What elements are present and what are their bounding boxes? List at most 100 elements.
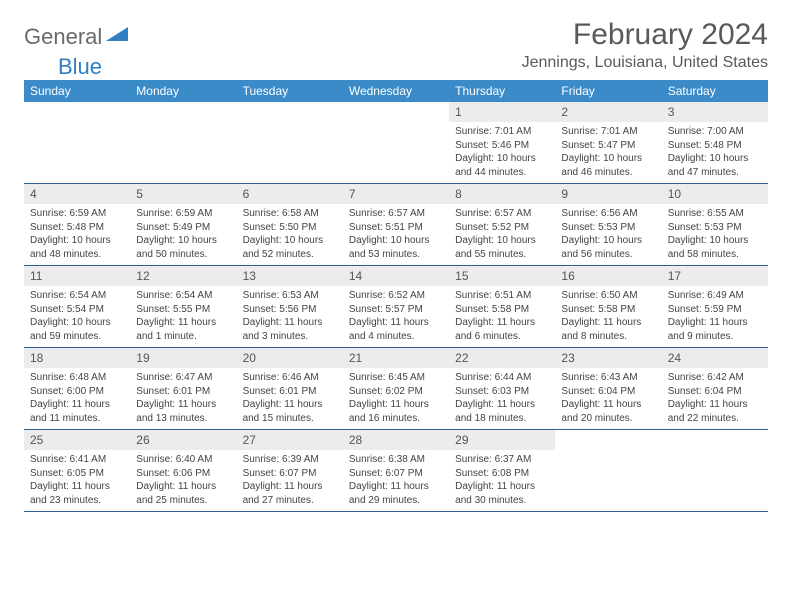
day-info: Sunrise: 6:58 AMSunset: 5:50 PMDaylight:… <box>237 204 343 265</box>
day-info: Sunrise: 6:41 AMSunset: 6:05 PMDaylight:… <box>24 450 130 511</box>
logo-triangle-icon <box>106 27 128 48</box>
day-number: 2 <box>555 102 661 122</box>
logo: General <box>24 24 130 50</box>
day-cell: 21Sunrise: 6:45 AMSunset: 6:02 PMDayligh… <box>343 348 449 429</box>
day-number: 8 <box>449 184 555 204</box>
day-cell <box>24 102 130 183</box>
day-cell: 28Sunrise: 6:38 AMSunset: 6:07 PMDayligh… <box>343 430 449 511</box>
day-cell: 14Sunrise: 6:52 AMSunset: 5:57 PMDayligh… <box>343 266 449 347</box>
weekday-header: Saturday <box>662 80 768 102</box>
day-info: Sunrise: 6:53 AMSunset: 5:56 PMDaylight:… <box>237 286 343 347</box>
day-info: Sunrise: 6:39 AMSunset: 6:07 PMDaylight:… <box>237 450 343 511</box>
weeks-container: 1Sunrise: 7:01 AMSunset: 5:46 PMDaylight… <box>24 102 768 512</box>
month-title: February 2024 <box>522 18 768 52</box>
day-info: Sunrise: 6:40 AMSunset: 6:06 PMDaylight:… <box>130 450 236 511</box>
day-cell: 19Sunrise: 6:47 AMSunset: 6:01 PMDayligh… <box>130 348 236 429</box>
day-cell: 9Sunrise: 6:56 AMSunset: 5:53 PMDaylight… <box>555 184 661 265</box>
weekday-header: Monday <box>130 80 236 102</box>
day-cell: 25Sunrise: 6:41 AMSunset: 6:05 PMDayligh… <box>24 430 130 511</box>
day-cell: 7Sunrise: 6:57 AMSunset: 5:51 PMDaylight… <box>343 184 449 265</box>
day-cell: 10Sunrise: 6:55 AMSunset: 5:53 PMDayligh… <box>662 184 768 265</box>
day-number: 27 <box>237 430 343 450</box>
day-info: Sunrise: 6:55 AMSunset: 5:53 PMDaylight:… <box>662 204 768 265</box>
day-cell: 1Sunrise: 7:01 AMSunset: 5:46 PMDaylight… <box>449 102 555 183</box>
weekday-header: Thursday <box>449 80 555 102</box>
weekday-header: Wednesday <box>343 80 449 102</box>
header: General February 2024 Jennings, Louisian… <box>24 18 768 72</box>
day-number: 18 <box>24 348 130 368</box>
day-number: 10 <box>662 184 768 204</box>
day-cell: 18Sunrise: 6:48 AMSunset: 6:00 PMDayligh… <box>24 348 130 429</box>
day-number: 21 <box>343 348 449 368</box>
day-number: 4 <box>24 184 130 204</box>
weekday-header-row: SundayMondayTuesdayWednesdayThursdayFrid… <box>24 80 768 102</box>
day-info: Sunrise: 6:38 AMSunset: 6:07 PMDaylight:… <box>343 450 449 511</box>
day-number: 16 <box>555 266 661 286</box>
week-row: 25Sunrise: 6:41 AMSunset: 6:05 PMDayligh… <box>24 430 768 512</box>
week-row: 18Sunrise: 6:48 AMSunset: 6:00 PMDayligh… <box>24 348 768 430</box>
day-cell: 20Sunrise: 6:46 AMSunset: 6:01 PMDayligh… <box>237 348 343 429</box>
day-cell: 16Sunrise: 6:50 AMSunset: 5:58 PMDayligh… <box>555 266 661 347</box>
day-cell: 4Sunrise: 6:59 AMSunset: 5:48 PMDaylight… <box>24 184 130 265</box>
day-cell: 2Sunrise: 7:01 AMSunset: 5:47 PMDaylight… <box>555 102 661 183</box>
day-number: 26 <box>130 430 236 450</box>
day-cell: 22Sunrise: 6:44 AMSunset: 6:03 PMDayligh… <box>449 348 555 429</box>
day-info: Sunrise: 6:59 AMSunset: 5:48 PMDaylight:… <box>24 204 130 265</box>
day-number: 13 <box>237 266 343 286</box>
day-info: Sunrise: 6:51 AMSunset: 5:58 PMDaylight:… <box>449 286 555 347</box>
day-number: 20 <box>237 348 343 368</box>
day-cell <box>237 102 343 183</box>
day-info: Sunrise: 6:50 AMSunset: 5:58 PMDaylight:… <box>555 286 661 347</box>
week-row: 4Sunrise: 6:59 AMSunset: 5:48 PMDaylight… <box>24 184 768 266</box>
day-info: Sunrise: 6:46 AMSunset: 6:01 PMDaylight:… <box>237 368 343 429</box>
day-info: Sunrise: 6:54 AMSunset: 5:55 PMDaylight:… <box>130 286 236 347</box>
day-cell: 12Sunrise: 6:54 AMSunset: 5:55 PMDayligh… <box>130 266 236 347</box>
day-number <box>662 430 768 436</box>
weekday-header: Sunday <box>24 80 130 102</box>
day-cell: 15Sunrise: 6:51 AMSunset: 5:58 PMDayligh… <box>449 266 555 347</box>
day-cell <box>130 102 236 183</box>
day-number: 19 <box>130 348 236 368</box>
day-number: 23 <box>555 348 661 368</box>
day-cell: 11Sunrise: 6:54 AMSunset: 5:54 PMDayligh… <box>24 266 130 347</box>
week-row: 1Sunrise: 7:01 AMSunset: 5:46 PMDaylight… <box>24 102 768 184</box>
day-number <box>130 102 236 108</box>
day-info: Sunrise: 6:45 AMSunset: 6:02 PMDaylight:… <box>343 368 449 429</box>
day-cell: 6Sunrise: 6:58 AMSunset: 5:50 PMDaylight… <box>237 184 343 265</box>
week-row: 11Sunrise: 6:54 AMSunset: 5:54 PMDayligh… <box>24 266 768 348</box>
day-info: Sunrise: 6:47 AMSunset: 6:01 PMDaylight:… <box>130 368 236 429</box>
day-number: 5 <box>130 184 236 204</box>
day-number: 14 <box>343 266 449 286</box>
day-cell: 24Sunrise: 6:42 AMSunset: 6:04 PMDayligh… <box>662 348 768 429</box>
day-cell <box>555 430 661 511</box>
day-info: Sunrise: 6:48 AMSunset: 6:00 PMDaylight:… <box>24 368 130 429</box>
day-cell: 5Sunrise: 6:59 AMSunset: 5:49 PMDaylight… <box>130 184 236 265</box>
day-info: Sunrise: 6:44 AMSunset: 6:03 PMDaylight:… <box>449 368 555 429</box>
day-cell: 26Sunrise: 6:40 AMSunset: 6:06 PMDayligh… <box>130 430 236 511</box>
weekday-header: Tuesday <box>237 80 343 102</box>
day-info: Sunrise: 6:57 AMSunset: 5:51 PMDaylight:… <box>343 204 449 265</box>
day-info: Sunrise: 7:01 AMSunset: 5:47 PMDaylight:… <box>555 122 661 183</box>
day-info: Sunrise: 6:57 AMSunset: 5:52 PMDaylight:… <box>449 204 555 265</box>
day-info: Sunrise: 6:59 AMSunset: 5:49 PMDaylight:… <box>130 204 236 265</box>
day-info: Sunrise: 7:00 AMSunset: 5:48 PMDaylight:… <box>662 122 768 183</box>
day-info: Sunrise: 7:01 AMSunset: 5:46 PMDaylight:… <box>449 122 555 183</box>
day-number: 29 <box>449 430 555 450</box>
day-number: 28 <box>343 430 449 450</box>
location-text: Jennings, Louisiana, United States <box>522 54 768 72</box>
day-info: Sunrise: 6:56 AMSunset: 5:53 PMDaylight:… <box>555 204 661 265</box>
day-cell: 29Sunrise: 6:37 AMSunset: 6:08 PMDayligh… <box>449 430 555 511</box>
day-cell: 13Sunrise: 6:53 AMSunset: 5:56 PMDayligh… <box>237 266 343 347</box>
day-number: 9 <box>555 184 661 204</box>
weekday-header: Friday <box>555 80 661 102</box>
day-number: 3 <box>662 102 768 122</box>
title-block: February 2024 Jennings, Louisiana, Unite… <box>522 18 768 72</box>
day-number: 24 <box>662 348 768 368</box>
day-cell: 27Sunrise: 6:39 AMSunset: 6:07 PMDayligh… <box>237 430 343 511</box>
day-number <box>24 102 130 108</box>
day-info: Sunrise: 6:54 AMSunset: 5:54 PMDaylight:… <box>24 286 130 347</box>
day-cell <box>343 102 449 183</box>
day-info: Sunrise: 6:42 AMSunset: 6:04 PMDaylight:… <box>662 368 768 429</box>
day-number: 6 <box>237 184 343 204</box>
day-number: 15 <box>449 266 555 286</box>
